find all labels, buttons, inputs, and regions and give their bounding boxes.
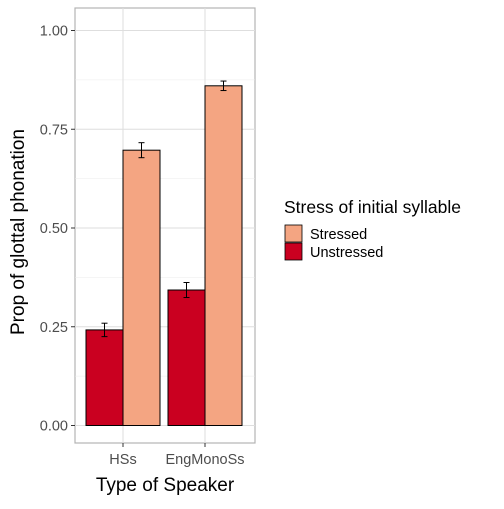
bar-stressed-engmonoss	[204, 85, 243, 427]
x-axis-title: Type of Speaker	[96, 475, 235, 496]
bar-unstressed-hss	[85, 329, 124, 426]
y-tick-label: 0.75	[40, 122, 68, 138]
error-bars	[101, 80, 227, 338]
bar-stressed-hss	[122, 149, 161, 426]
bars	[85, 85, 243, 427]
legend-label-stressed: Stressed	[310, 227, 367, 243]
y-tick-label: 0.00	[40, 419, 68, 435]
y-tick-label: 1.00	[40, 24, 68, 40]
legend-label-unstressed: Unstressed	[310, 245, 383, 261]
y-axis-ticks: 0.00 0.25 0.50 0.75 1.00	[40, 24, 75, 435]
legend-key-stressed	[284, 224, 303, 243]
legend-title: Stress of initial syllable	[284, 197, 461, 217]
y-axis-title: Prop of glottal phonation	[8, 129, 29, 335]
bar-unstressed-engmonoss	[167, 289, 206, 427]
x-axis-ticks: HSs EngMonoSs	[109, 443, 245, 468]
legend-key-unstressed	[284, 242, 303, 261]
x-tick-label: EngMonoSs	[166, 452, 245, 468]
x-tick-label: HSs	[109, 452, 136, 468]
y-tick-label: 0.50	[40, 221, 68, 237]
y-tick-label: 0.25	[40, 320, 68, 336]
